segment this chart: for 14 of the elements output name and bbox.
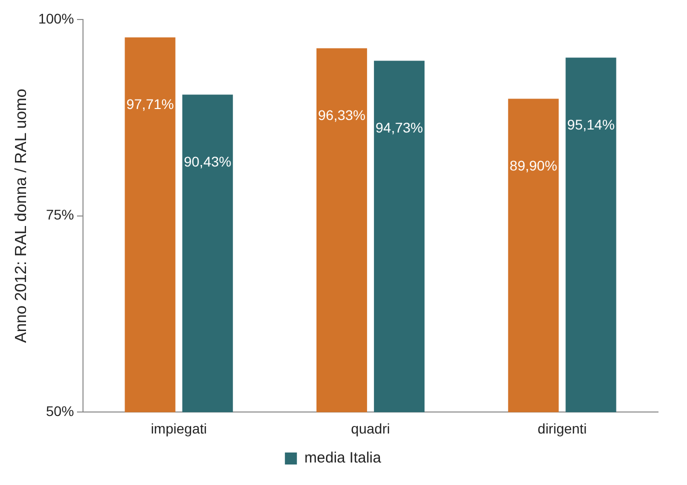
- data-label: 89,90%: [510, 158, 558, 174]
- data-label: 96,33%: [318, 107, 366, 124]
- x-tick-label: dirigenti: [538, 420, 587, 436]
- x-tick-label: quadri: [351, 420, 390, 436]
- data-label: 90,43%: [184, 153, 232, 170]
- y-tick-label: 100%: [38, 10, 74, 26]
- x-tick-label: impiegati: [150, 420, 207, 436]
- legend-label: media Italia: [304, 450, 382, 467]
- y-axis-title: Anno 2012: RAL donna / RAL uomo: [13, 88, 30, 343]
- y-tick-label: 50%: [46, 403, 74, 420]
- data-label: 95,14%: [567, 116, 615, 132]
- y-tick-label: 75%: [46, 206, 74, 223]
- data-label: 97,71%: [126, 96, 174, 112]
- data-label: 94,73%: [376, 120, 423, 136]
